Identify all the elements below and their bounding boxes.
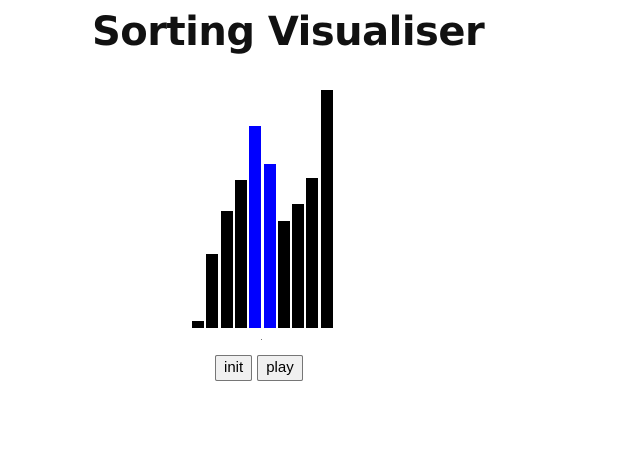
bar-2 (220, 211, 233, 328)
play-button[interactable]: play (257, 355, 303, 381)
bar-4 (249, 126, 262, 328)
controls: init play (215, 355, 303, 381)
bar-7 (292, 204, 305, 328)
bar-9 (320, 90, 333, 328)
bar-0 (192, 321, 204, 328)
init-button[interactable]: init (215, 355, 253, 381)
bar-8 (306, 178, 319, 328)
bar-chart (192, 90, 334, 328)
pointer-marker (261, 339, 262, 340)
bar-5 (263, 164, 276, 328)
page-title: Sorting Visualiser (92, 9, 485, 55)
bar-3 (234, 180, 247, 328)
bar-6 (277, 221, 290, 328)
bar-1 (206, 254, 219, 328)
